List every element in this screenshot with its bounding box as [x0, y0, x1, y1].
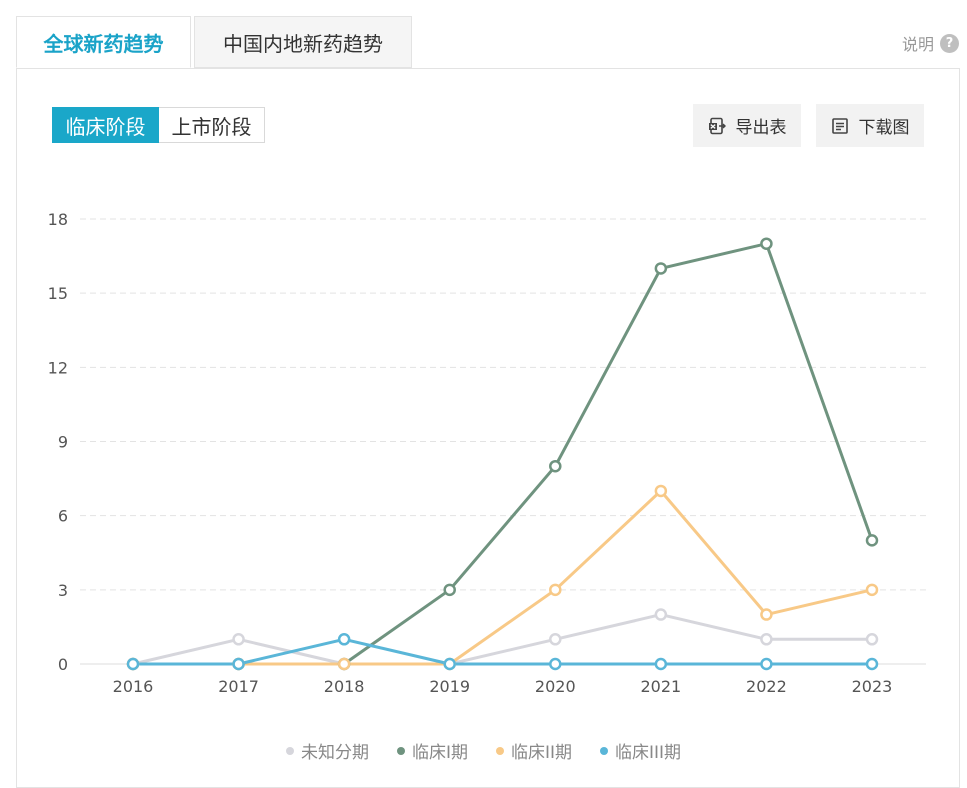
y-tick-label: 3 — [58, 581, 68, 600]
data-point — [443, 583, 456, 597]
x-tick-label: 2018 — [324, 677, 365, 696]
data-point — [549, 459, 562, 473]
data-point — [337, 633, 351, 646]
y-tick-label: 9 — [58, 433, 68, 452]
legend-item[interactable]: 临床II期 — [495, 738, 572, 763]
x-tick-label: 2023 — [852, 677, 893, 696]
data-point — [760, 633, 773, 646]
data-point — [654, 262, 668, 275]
legend-item[interactable]: 临床I期 — [396, 738, 468, 763]
data-point — [865, 583, 879, 597]
legend-item[interactable]: 临床III期 — [600, 738, 681, 763]
y-tick-label: 18 — [48, 210, 68, 229]
data-point — [760, 608, 773, 621]
chart-panel — [16, 68, 960, 788]
x-tick-label: 2019 — [429, 677, 470, 696]
help-label: 说明 — [901, 35, 934, 54]
stage-toggle: 临床阶段 上市阶段 — [52, 107, 265, 143]
data-point — [232, 657, 245, 671]
y-tick-label: 15 — [48, 284, 68, 303]
x-tick-label: 2016 — [113, 677, 154, 696]
data-point — [232, 633, 245, 646]
chart-legend: 未知分期 临床I期 临床II期 临床III期 — [0, 738, 967, 763]
x-tick-label: 2017 — [218, 677, 259, 696]
excel-export-icon — [708, 117, 726, 134]
data-point — [443, 657, 456, 671]
data-point — [549, 657, 562, 671]
clinical-stage-button[interactable]: 临床阶段 — [52, 107, 159, 143]
x-tick-label: 2022 — [746, 677, 787, 696]
data-point — [549, 583, 562, 597]
data-point — [654, 484, 668, 498]
legend-marker — [396, 746, 405, 755]
legend-label: 未知分期 — [300, 743, 369, 763]
data-point — [865, 633, 879, 646]
x-tick-label: 2021 — [640, 677, 681, 696]
legend-item[interactable]: 未知分期 — [285, 738, 369, 763]
market-stage-button[interactable]: 上市阶段 — [159, 107, 265, 143]
data-point — [654, 608, 668, 621]
legend-label: 临床II期 — [510, 743, 572, 763]
legend-marker — [600, 746, 608, 755]
download-chart-label: 下载图 — [858, 118, 910, 138]
export-table-button[interactable]: 导出表 — [693, 104, 801, 147]
data-point — [865, 534, 879, 547]
legend-label: 临床III期 — [615, 743, 682, 763]
y-tick-label: 12 — [48, 358, 68, 377]
y-tick-label: 0 — [58, 655, 68, 674]
trend-tabs: 全球新药趋势 中国内地新药趋势 — [16, 16, 412, 69]
tab-global-trend[interactable]: 全球新药趋势 — [16, 16, 191, 68]
question-circle-icon: ? — [940, 33, 959, 53]
data-point — [126, 657, 140, 671]
series-line — [132, 613, 872, 666]
series-line — [133, 489, 873, 666]
export-table-label: 导出表 — [735, 118, 787, 138]
y-tick-label: 6 — [58, 507, 68, 526]
data-point — [337, 657, 351, 671]
data-point — [549, 633, 562, 646]
legend-label: 临床I期 — [411, 743, 468, 763]
data-point — [760, 657, 773, 671]
series-line — [133, 637, 872, 666]
data-point — [865, 657, 879, 671]
help-link[interactable]: 说明 ? — [902, 31, 959, 55]
legend-marker — [495, 746, 504, 755]
data-point — [654, 657, 668, 671]
data-point — [760, 237, 773, 250]
series-line — [133, 242, 874, 666]
legend-marker — [285, 746, 294, 755]
download-chart-button[interactable]: 下载图 — [816, 104, 924, 147]
tab-china-trend[interactable]: 中国内地新药趋势 — [194, 16, 412, 68]
x-tick-label: 2020 — [535, 677, 576, 696]
document-image-icon — [831, 117, 848, 134]
